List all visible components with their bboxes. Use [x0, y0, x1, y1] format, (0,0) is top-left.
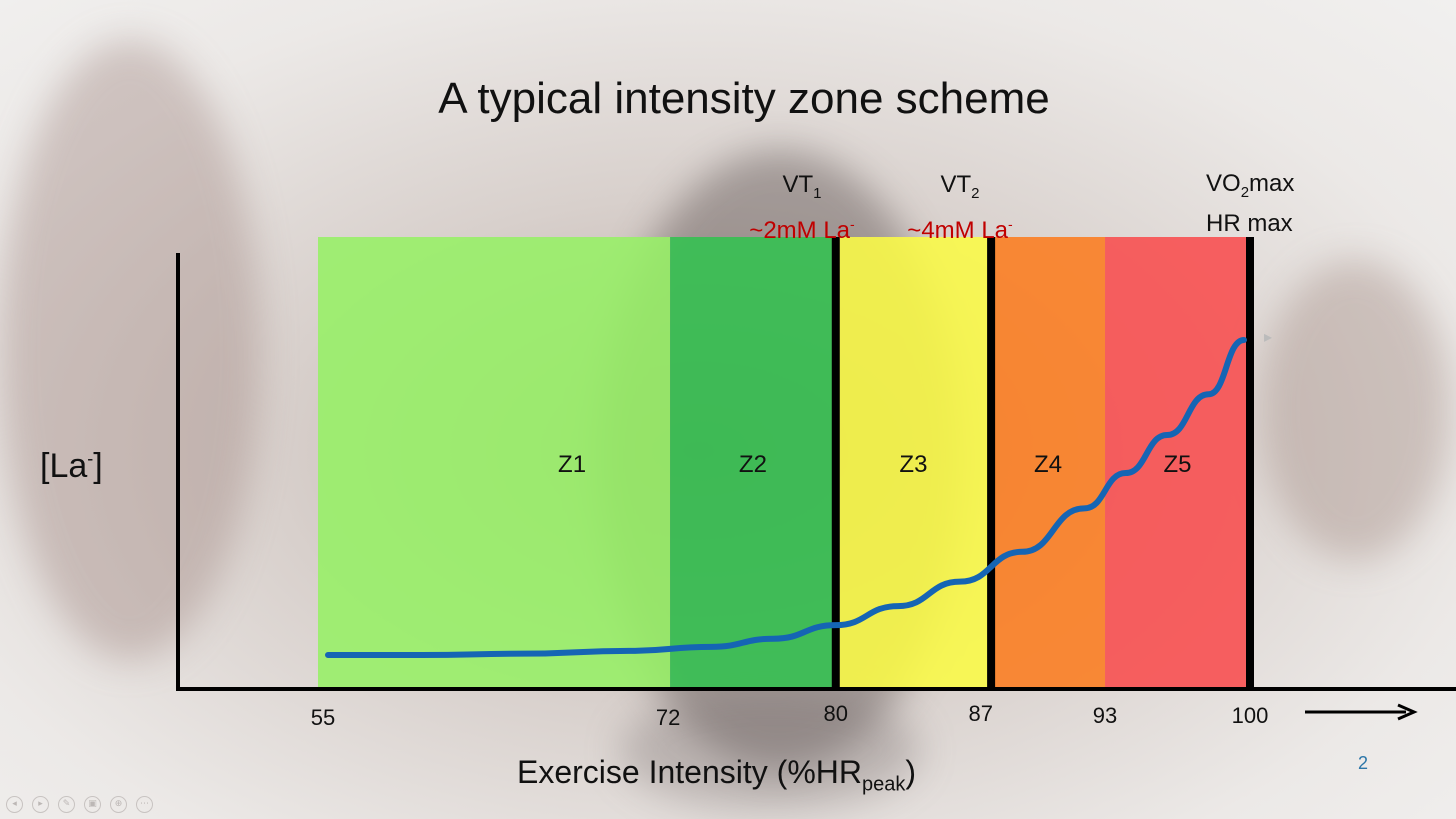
x-tick-label: 93 [1093, 703, 1117, 728]
x-tick-label: 100 [1232, 703, 1269, 728]
zone-label-z1: Z1 [558, 451, 586, 478]
slide-title: A typical intensity zone scheme [438, 74, 1050, 123]
zone-label-z3: Z3 [899, 451, 927, 478]
zone-label-z4: Z4 [1034, 451, 1062, 478]
vo2max-label: VO2max HR max [1206, 170, 1295, 237]
pen-icon[interactable]: ✎ [58, 796, 75, 813]
arrow-head-icon [1397, 703, 1418, 721]
zone-z5 [1105, 237, 1250, 688]
zone-z3 [835, 237, 992, 688]
zone-z2 [670, 237, 836, 688]
x-tick-label: 72 [656, 705, 680, 730]
x-axis-title: Exercise Intensity (%HRpeak) [517, 754, 917, 796]
zone-label-z5: Z5 [1164, 451, 1192, 478]
prev-slide-icon[interactable]: ◂ [6, 796, 23, 813]
mouse-cursor-icon: ▸ [1264, 329, 1273, 346]
vt1-label: VT1 ~2mM La- [749, 171, 855, 244]
slide-controls[interactable]: ◂ ▸ ✎ ▣ ⊕ ⋯ [6, 796, 153, 813]
more-options-icon[interactable]: ⋯ [136, 796, 153, 813]
zone-label-z2: Z2 [739, 451, 767, 478]
page-number: 2 [1358, 753, 1369, 773]
slides-grid-icon[interactable]: ▣ [84, 796, 101, 813]
zoom-icon[interactable]: ⊕ [110, 796, 127, 813]
vt2-label: VT2 ~4mM La- [907, 171, 1013, 244]
x-tick-label: 80 [824, 701, 848, 726]
x-tick-label: 87 [969, 701, 993, 726]
zone-z1 [318, 237, 671, 688]
next-slide-icon[interactable]: ▸ [32, 796, 49, 813]
y-axis-label: [La-] [40, 447, 103, 485]
zone-z4 [991, 237, 1106, 688]
x-tick-label: 55 [311, 705, 335, 730]
lactate-curve [325, 337, 1247, 659]
